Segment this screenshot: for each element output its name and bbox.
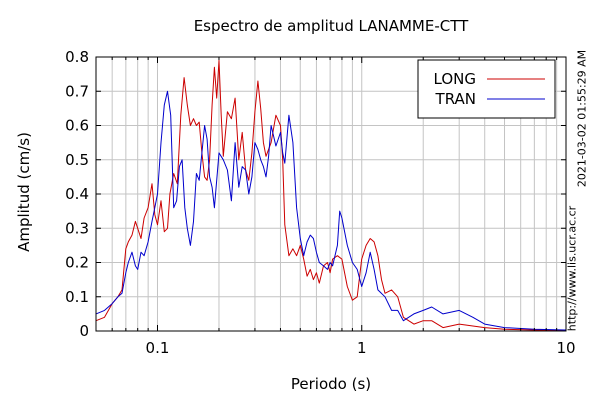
tick-labels: 0 0.1 0.2 0.3 0.4 0.5 0.6 0.7 0.8 0.1 1 10 [65,48,575,357]
legend-box [417,59,556,119]
legend: LONG TRAN [417,59,556,119]
y-tick-label: 0.2 [65,254,89,272]
tick-marks [95,56,567,332]
x-tick-label: 10 [556,339,575,357]
url-annotation: http://www.lis.ucr.ac.cr [565,205,579,332]
series-line-long [95,59,567,331]
y-tick-label: 0.3 [65,219,89,237]
y-tick-label: 0.1 [65,288,89,306]
y-tick-label: 0 [79,322,89,340]
chart-title: Espectro de amplitud LANAMME-CTT [193,17,469,35]
x-tick-label: 0.1 [146,339,170,357]
y-tick-label: 0.7 [65,82,89,100]
series-group [95,59,567,331]
y-tick-label: 0.4 [65,185,89,203]
x-axis-label: Periodo (s) [290,375,372,393]
legend-label-long: LONG [434,70,476,88]
timestamp-annotation: 2021-03-02 01:55:29 AM [575,49,589,188]
y-tick-label: 0.8 [65,48,89,66]
series-line-tran [95,90,567,331]
y-axis-label: Amplitud (cm/s) [15,132,33,252]
x-tick-label: 1 [357,339,367,357]
y-tick-label: 0.6 [65,117,89,135]
y-tick-label: 0.5 [65,151,89,169]
legend-label-tran: TRAN [435,90,476,108]
